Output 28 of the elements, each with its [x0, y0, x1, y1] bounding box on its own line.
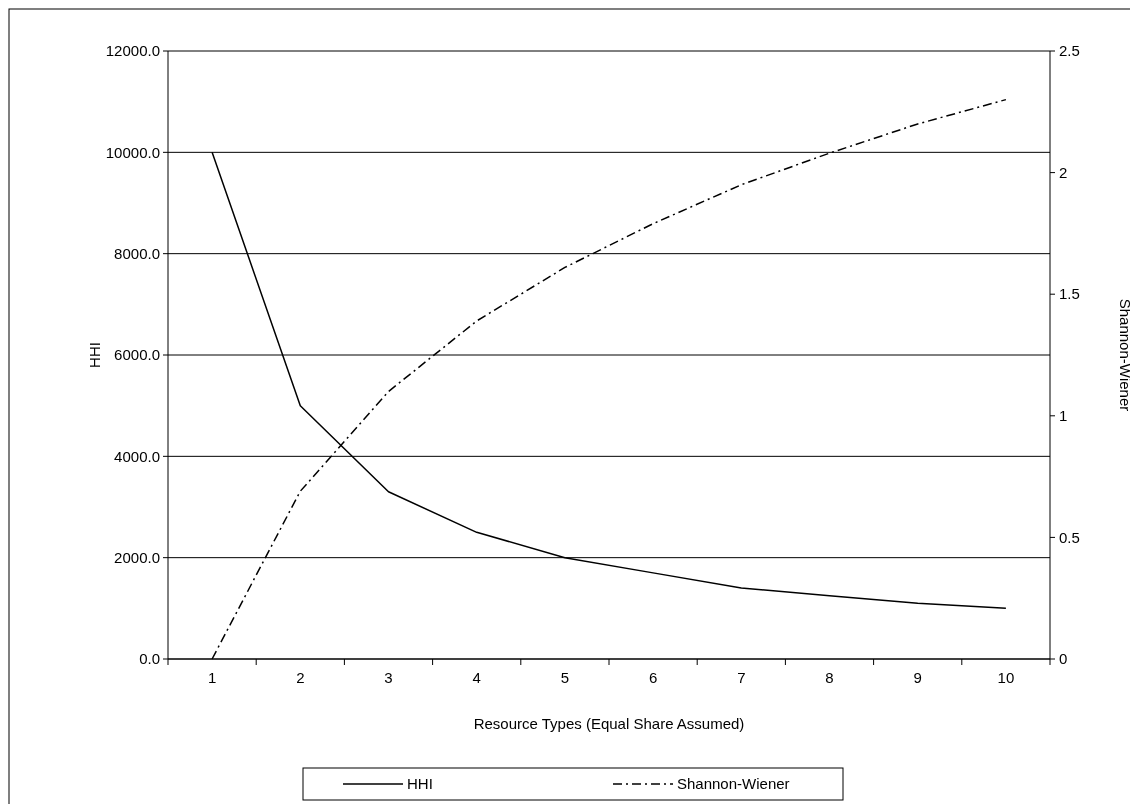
y-tick-label: 2000.0: [114, 548, 160, 566]
x-tick-label: 2: [296, 669, 305, 686]
legend-label: HHI: [407, 775, 433, 793]
y2-tick-label: 1.5: [1059, 285, 1080, 303]
legend-label: Shannon-Wiener: [677, 775, 790, 793]
y2-tick-label: 0.5: [1059, 528, 1080, 546]
x-tick-label: 4: [472, 669, 481, 686]
x-tick-label: 1: [207, 669, 217, 686]
x-tick-label: 7: [737, 669, 746, 686]
y-tick-label: 4000.0: [114, 447, 160, 465]
x-tick-label: 10: [997, 669, 1015, 686]
y-axis-title: HHI: [86, 342, 103, 368]
y2-tick-label: 2.5: [1059, 42, 1080, 60]
y2-tick-label: 2: [1059, 163, 1068, 181]
x-tick-label: 5: [560, 669, 570, 686]
x-tick-label: 6: [648, 669, 658, 686]
y2-tick-label: 0: [1059, 650, 1068, 668]
y-tick-label: 12000.0: [105, 42, 160, 60]
y2-axis-title: Shannon-Wiener: [1117, 298, 1130, 412]
x-tick-label: 3: [384, 669, 393, 686]
y-tick-label: 6000.0: [114, 346, 160, 364]
y2-tick-label: 1: [1059, 407, 1068, 425]
x-axis-title: Resource Types (Equal Share Assumed): [473, 715, 745, 732]
y-tick-label: 10000.0: [105, 143, 160, 161]
y-tick-label: 0.0: [139, 650, 160, 668]
x-tick-label: 8: [825, 669, 834, 686]
y-tick-label: 8000.0: [114, 244, 160, 262]
x-tick-label: 9: [913, 669, 922, 686]
